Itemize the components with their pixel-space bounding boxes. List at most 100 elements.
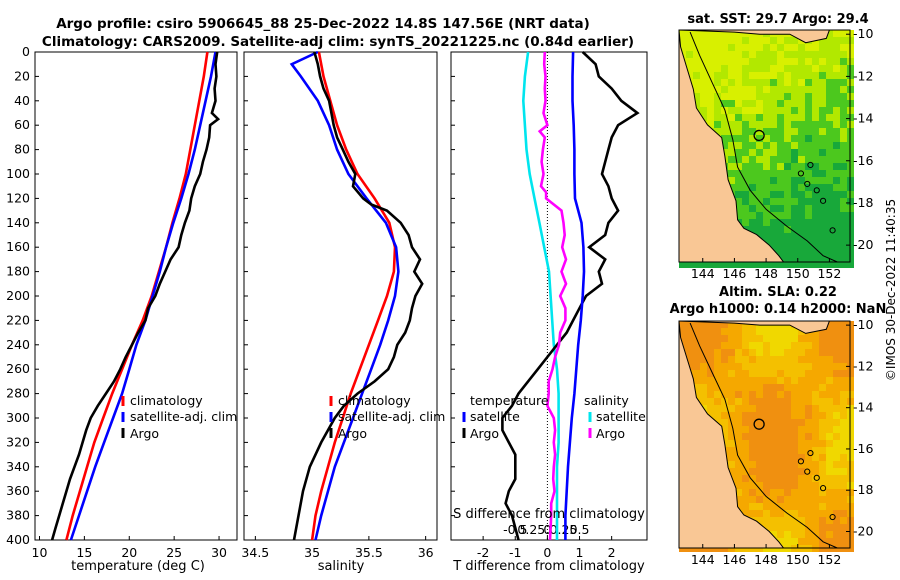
sla_map-cell bbox=[805, 510, 812, 517]
sst_map-cell bbox=[770, 93, 777, 100]
sst_map-cell bbox=[735, 135, 742, 142]
sst_map-cell bbox=[833, 170, 840, 177]
sla_map-cell bbox=[819, 496, 826, 503]
sla_map-cell bbox=[812, 391, 819, 398]
sla_map-cell bbox=[840, 496, 847, 503]
sst_map-cell bbox=[742, 114, 749, 121]
sla_map-cell bbox=[763, 419, 770, 426]
sst_map-cell bbox=[770, 100, 777, 107]
sla_map-cell bbox=[728, 433, 735, 440]
sla_map-cell bbox=[756, 398, 763, 405]
sla_map-cell bbox=[728, 328, 735, 335]
sla_map-cell bbox=[735, 377, 742, 384]
sst_map-cell bbox=[833, 149, 840, 156]
sst_map-cell bbox=[735, 93, 742, 100]
sla_map-cell bbox=[777, 440, 784, 447]
sst_map-cell bbox=[756, 219, 763, 226]
sla_map-cell bbox=[784, 391, 791, 398]
sst_map-cell bbox=[714, 44, 721, 51]
sla_map-cell bbox=[686, 356, 693, 363]
sst_map-cell bbox=[791, 135, 798, 142]
sst_map-cell bbox=[735, 79, 742, 86]
sla_map-cell bbox=[700, 370, 707, 377]
sst_map-cell bbox=[798, 65, 805, 72]
sst_map-cell bbox=[826, 65, 833, 72]
sst_map-cell bbox=[833, 198, 840, 205]
sst_map-cell bbox=[770, 142, 777, 149]
sla_map-cell bbox=[728, 398, 735, 405]
sla_map-cell bbox=[777, 531, 784, 538]
sla_map-cell bbox=[735, 433, 742, 440]
sst_map-cell bbox=[777, 212, 784, 219]
sst_map-cell bbox=[784, 170, 791, 177]
sla_map-cell bbox=[840, 363, 847, 370]
sla_map-cell bbox=[756, 454, 763, 461]
sla_map-cell bbox=[693, 356, 700, 363]
temperature-xtick-label: 20 bbox=[121, 545, 137, 560]
sst_map-cell bbox=[812, 114, 819, 121]
sst_map-xtick-label: 152 bbox=[817, 266, 841, 281]
diff-s-tick-label: 0.25 bbox=[517, 522, 545, 537]
sst_map-cell bbox=[805, 107, 812, 114]
sla_map-cell bbox=[819, 475, 826, 482]
sst_map-xtick-label: 148 bbox=[754, 266, 778, 281]
sst_map-cell bbox=[812, 86, 819, 93]
sst_map-cell bbox=[819, 114, 826, 121]
temp-ytick-label: 160 bbox=[6, 239, 30, 254]
sla_map-cell bbox=[770, 419, 777, 426]
sst_map-cell bbox=[791, 128, 798, 135]
sst_map-cell bbox=[826, 163, 833, 170]
temperature-xtick-label: 30 bbox=[211, 545, 227, 560]
sst_map-cell bbox=[693, 51, 700, 58]
sst_map-cell bbox=[826, 100, 833, 107]
sla_map-cell bbox=[826, 349, 833, 356]
sla_map-cell bbox=[833, 335, 840, 342]
sla_map-cell bbox=[812, 335, 819, 342]
sla_map-cell bbox=[812, 538, 819, 545]
sst_map-cell bbox=[749, 212, 756, 219]
sst_map-cell bbox=[707, 44, 714, 51]
sla_map-profile-marker bbox=[753, 418, 765, 430]
sla_map-cell bbox=[770, 356, 777, 363]
sla_map-cell bbox=[686, 349, 693, 356]
sla_map-cell bbox=[763, 454, 770, 461]
sla_map-cell bbox=[791, 398, 798, 405]
sst_map-cell bbox=[721, 72, 728, 79]
diff-s-tick-label: 0 bbox=[543, 522, 551, 537]
sst_map-cell bbox=[756, 37, 763, 44]
sla_map-cell bbox=[812, 517, 819, 524]
sst_map-cell bbox=[756, 72, 763, 79]
sst_map-cell bbox=[840, 93, 847, 100]
sla_map-cell bbox=[833, 475, 840, 482]
sst_map-cell bbox=[728, 163, 735, 170]
sla_map-cell bbox=[756, 496, 763, 503]
sla_map-cell bbox=[791, 370, 798, 377]
sst_map-cell bbox=[756, 128, 763, 135]
sla_map-cell bbox=[749, 419, 756, 426]
sst_map-cell bbox=[798, 79, 805, 86]
sst_map-cell bbox=[840, 37, 847, 44]
sla_map-cell bbox=[728, 447, 735, 454]
sla_map-cell bbox=[770, 475, 777, 482]
sst_map-cell bbox=[840, 170, 847, 177]
sst_map-cell bbox=[728, 86, 735, 93]
sla_map-cell bbox=[735, 321, 742, 328]
sla_map-cell bbox=[777, 454, 784, 461]
sst_map-cell bbox=[791, 107, 798, 114]
sla_map-cell bbox=[763, 524, 770, 531]
sst_map-cell bbox=[749, 226, 756, 233]
sla_map-cell bbox=[756, 517, 763, 524]
sst_map-cell bbox=[770, 58, 777, 65]
sst_map-cell bbox=[770, 261, 777, 268]
sla_map-cell bbox=[763, 335, 770, 342]
sla_map-cell bbox=[679, 321, 686, 328]
sst_map-cell bbox=[735, 58, 742, 65]
sla_map-cell bbox=[812, 342, 819, 349]
sst_map-cell bbox=[826, 114, 833, 121]
sla_map-cell bbox=[714, 321, 721, 328]
temp-ytick-label: 0 bbox=[22, 44, 30, 59]
sla_map-cell bbox=[833, 328, 840, 335]
sla_map-cell bbox=[770, 503, 777, 510]
sst_map-cell bbox=[826, 128, 833, 135]
sla_map-cell bbox=[770, 426, 777, 433]
